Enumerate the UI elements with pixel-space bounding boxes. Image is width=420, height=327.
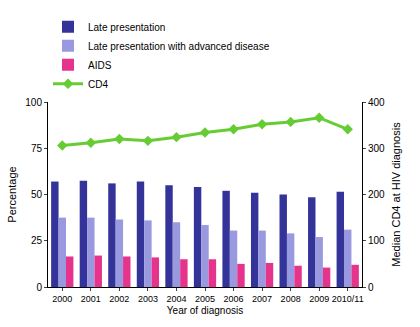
svg-text:CD4: CD4 <box>88 79 108 90</box>
svg-text:2005: 2005 <box>195 294 215 304</box>
svg-text:100: 100 <box>25 97 42 108</box>
svg-text:0: 0 <box>368 282 374 293</box>
svg-text:2007: 2007 <box>252 294 272 304</box>
svg-text:100: 100 <box>368 235 385 246</box>
svg-text:AIDS: AIDS <box>88 60 112 71</box>
svg-text:2010/11: 2010/11 <box>332 294 364 304</box>
svg-text:25: 25 <box>31 235 43 246</box>
svg-text:400: 400 <box>368 97 385 108</box>
svg-text:2000: 2000 <box>52 294 72 304</box>
svg-text:2003: 2003 <box>138 294 158 304</box>
svg-text:2002: 2002 <box>109 294 129 304</box>
svg-text:Percentage: Percentage <box>6 166 18 222</box>
svg-text:2004: 2004 <box>166 294 186 304</box>
svg-text:0: 0 <box>36 282 42 293</box>
svg-text:Late presentation with advance: Late presentation with advanced disease <box>88 41 270 52</box>
svg-text:75: 75 <box>31 143 43 154</box>
svg-text:Median CD4 at HIV diagnosis: Median CD4 at HIV diagnosis <box>390 122 402 267</box>
svg-text:Year of diagnosis: Year of diagnosis <box>167 305 243 316</box>
svg-text:Late presentation: Late presentation <box>88 22 165 33</box>
svg-text:2006: 2006 <box>224 294 244 304</box>
svg-text:300: 300 <box>368 143 385 154</box>
svg-text:2008: 2008 <box>281 294 301 304</box>
svg-text:2001: 2001 <box>81 294 101 304</box>
svg-text:200: 200 <box>368 189 385 200</box>
svg-text:2009: 2009 <box>309 294 329 304</box>
svg-text:50: 50 <box>31 189 43 200</box>
